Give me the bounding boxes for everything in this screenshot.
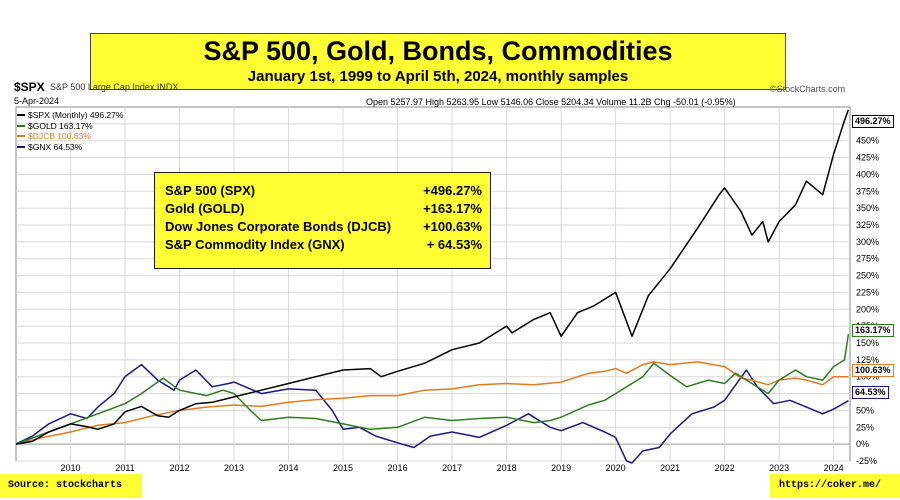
source-note: Source: stockcharts [0,474,142,498]
end-label-gold: 163.17% [852,324,894,337]
y-tick-label: 425% [856,153,879,163]
x-tick-label: 2020 [606,463,626,473]
summary-row-gnx: S&P Commodity Index (GNX) + 64.53% [165,236,482,254]
legend-swatch-spx [17,114,25,117]
x-tick-label: 2017 [442,463,462,473]
y-tick-label: 50% [856,405,874,415]
series-line-gold [15,334,850,445]
legend-label-gold: $GOLD 163.17% [28,120,93,131]
end-label-gnx: 64.53% [852,386,889,399]
summary-value: +496.27% [423,183,482,198]
summary-row-gold: Gold (GOLD) +163.17% [165,200,482,218]
x-tick-label: 2016 [388,463,408,473]
gridlines [16,107,850,462]
legend-item-gnx: $GNX 64.53% [17,142,123,153]
y-tick-label: 250% [856,271,879,281]
y-tick-label: 125% [856,355,879,365]
brand-label: ©StockCharts.com [770,84,846,94]
summary-value: +163.17% [423,201,482,216]
y-tick-label: 275% [856,254,879,264]
symbol-label: $SPX [14,80,45,94]
date-label: 5-Apr-2024 [14,96,60,106]
performance-summary: S&P 500 (SPX) +496.27% Gold (GOLD) +163.17… [154,172,491,269]
y-tick-label: 325% [856,220,879,230]
series-lines [15,109,850,464]
site-url-link[interactable]: https://coker.me/ [770,474,900,498]
ohlc-readout: Open 5257.97 High 5263.95 Low 5146.06 Cl… [366,97,736,107]
x-tick-label: 2024 [824,463,844,473]
legend-item-gold: $GOLD 163.17% [17,121,123,132]
y-tick-label: 450% [856,136,879,146]
summary-value: + 64.53% [426,237,482,252]
x-tick-label: 2013 [224,463,244,473]
y-tick-label: 375% [856,186,879,196]
x-tick-label: 2022 [715,463,735,473]
series-line-spx [15,109,850,445]
symbol-description: S&P 500 Large Cap Index INDX [50,82,179,92]
x-tick-label: 2019 [551,463,571,473]
y-tick-label: 150% [856,338,879,348]
summary-value: +100.63% [423,219,482,234]
legend-label-djcb: $DJCB 100.63% [28,131,91,141]
series-line-djcb [15,361,849,445]
y-tick-label: 300% [856,237,879,247]
legend: $SPX (Monthly) 496.27% $GOLD 163.17% $DJ… [17,110,123,152]
summary-name: S&P Commodity Index (GNX) [165,237,345,252]
legend-item-spx: $SPX (Monthly) 496.27% [17,110,123,121]
chart-title: S&P 500, Gold, Bonds, Commodities [203,36,673,66]
chart-subtitle: January 1st, 1999 to April 5th, 2024, mo… [247,68,629,85]
y-tick-label: 225% [856,287,879,297]
summary-row-djcb: Dow Jones Corporate Bonds (DJCB) +100.63% [165,218,482,236]
y-tick-label: 25% [856,422,874,432]
summary-name: Gold (GOLD) [165,201,245,216]
end-label-spx: 496.27% [852,115,894,128]
legend-swatch-gnx [17,145,25,148]
legend-label-gnx: $GNX 64.53% [28,141,83,152]
legend-item-djcb: $DJCB 100.63% [17,131,123,142]
legend-swatch-djcb [17,135,25,138]
x-tick-label: 2015 [333,463,353,473]
series-line-gnx [15,363,849,464]
x-tick-label: 2021 [660,463,680,473]
x-tick-label: 2023 [769,463,789,473]
x-tick-label: 2014 [279,463,299,473]
y-tick-labels: -25%0%25%50%75%100%125%150%175%200%225%2… [856,119,879,466]
x-tick-labels: 2010 2011 2012 2013 2014 2015 2016 2017 2018 2019… [60,463,843,473]
title-banner: S&P 500, Gold, Bonds, Commodities Januar… [90,33,786,90]
summary-row-spx: S&P 500 (SPX) +496.27% [165,182,482,200]
y-tick-label: 350% [856,203,879,213]
summary-name: S&P 500 (SPX) [165,183,256,198]
y-tick-label: 0% [856,439,869,449]
x-tick-label: 2012 [170,463,190,473]
legend-swatch-gold [17,124,25,127]
summary-name: Dow Jones Corporate Bonds (DJCB) [165,219,392,234]
y-tick-label: 400% [856,169,879,179]
y-tick-label: 200% [856,304,879,314]
end-label-djcb: 100.63% [852,364,894,377]
x-tick-label: 2018 [497,463,517,473]
y-tick-label: -25% [856,456,877,466]
plot-area [15,106,851,462]
legend-label-spx: $SPX (Monthly) 496.27% [28,110,124,120]
x-tick-label: 2011 [115,463,134,473]
x-tick-label: 2010 [60,463,80,473]
